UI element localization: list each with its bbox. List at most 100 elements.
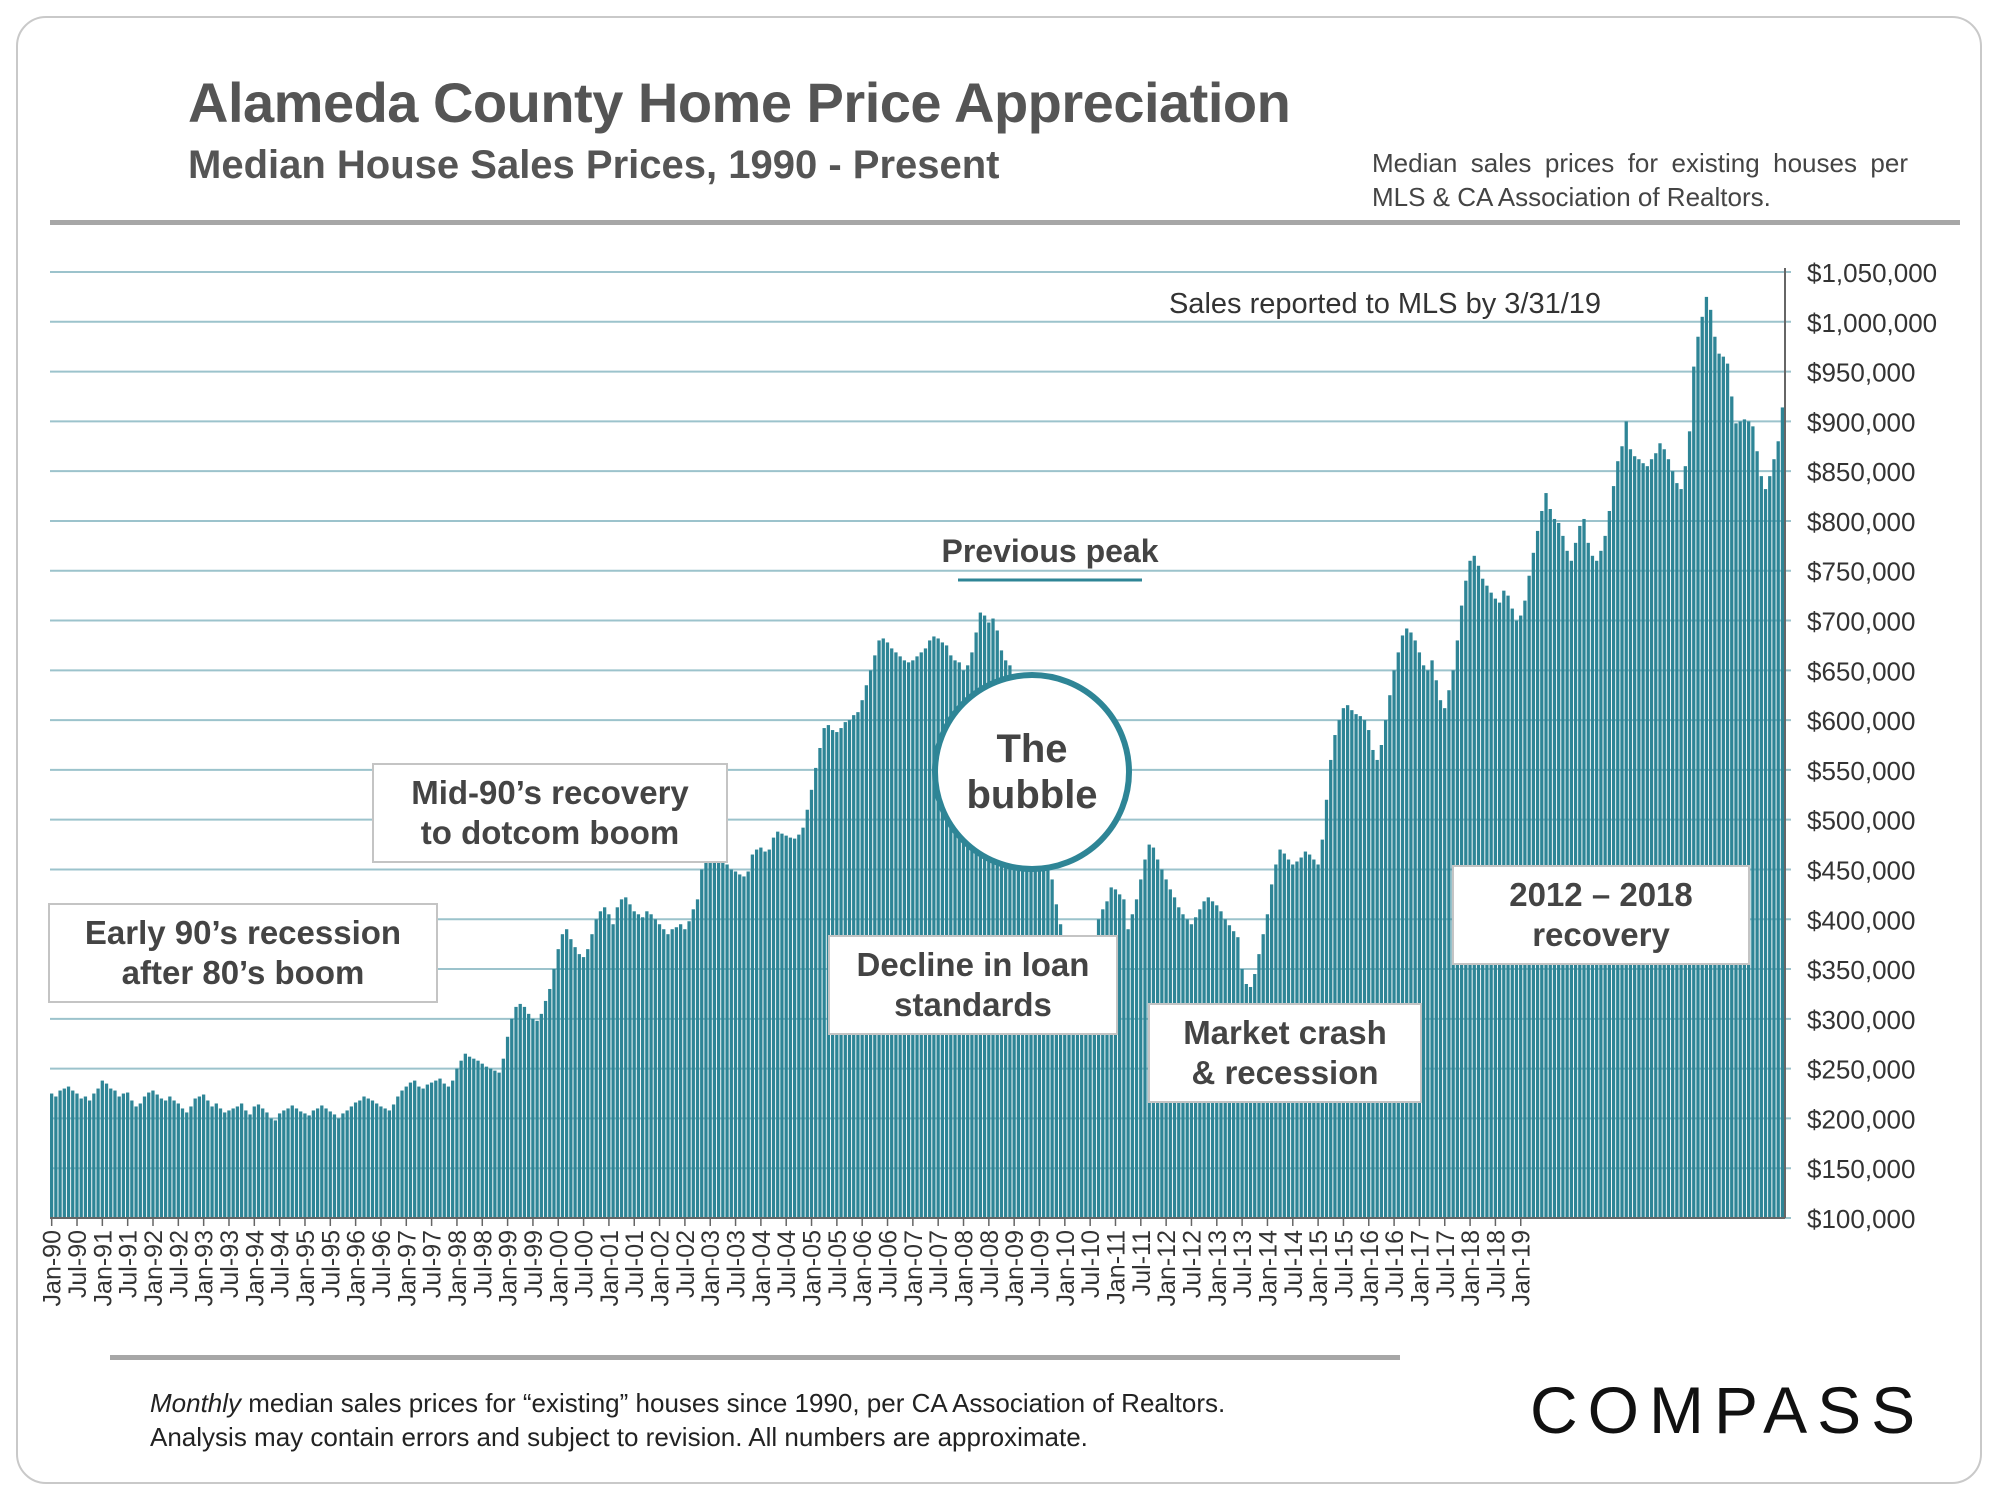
y-tick-label: $800,000: [1807, 507, 1915, 537]
bar: [670, 929, 674, 1218]
x-tick-label: Jan-05: [799, 1230, 827, 1306]
x-tick-label: Jan-02: [647, 1230, 675, 1306]
y-tick-label: $300,000: [1807, 1005, 1915, 1035]
bar: [991, 618, 995, 1218]
x-tick-label: Jul-92: [165, 1230, 193, 1298]
bar: [539, 1013, 543, 1218]
bar: [1658, 443, 1662, 1218]
bar: [514, 1006, 518, 1218]
bar: [1426, 670, 1430, 1218]
x-tick-label: Jan-98: [444, 1230, 472, 1306]
bar: [472, 1058, 476, 1218]
bar: [535, 1020, 539, 1218]
bar: [700, 869, 704, 1218]
bar: [1075, 988, 1080, 1218]
bar: [1400, 635, 1405, 1218]
bar: [1139, 879, 1143, 1218]
bar: [1409, 632, 1413, 1218]
bar: [1704, 296, 1709, 1218]
bar: [818, 747, 822, 1218]
bar: [1345, 705, 1350, 1218]
bar: [1713, 336, 1717, 1219]
bar: [1721, 356, 1725, 1218]
x-tick-label: Jan-03: [697, 1230, 725, 1306]
bar: [1421, 665, 1426, 1218]
bar: [130, 1100, 134, 1218]
bar: [598, 911, 603, 1218]
footnote-line1: median sales prices for “existing” house…: [241, 1388, 1226, 1418]
bar: [1113, 889, 1118, 1218]
bar: [476, 1060, 480, 1218]
y-tick-label: $150,000: [1807, 1154, 1915, 1184]
bar: [71, 1090, 75, 1218]
bar: [92, 1093, 96, 1218]
bar: [1333, 735, 1337, 1218]
bar: [484, 1066, 489, 1218]
x-tick-label: Jul-98: [469, 1230, 497, 1298]
bar: [928, 640, 932, 1218]
bar: [459, 1060, 463, 1218]
bar: [100, 1080, 104, 1218]
bar: [746, 871, 750, 1218]
x-tick-label: Jan-95: [292, 1230, 320, 1306]
bar: [366, 1098, 370, 1218]
bar: [1350, 710, 1354, 1218]
bar: [463, 1053, 467, 1218]
bar: [109, 1088, 113, 1218]
bar: [1354, 714, 1358, 1218]
bar: [548, 988, 552, 1218]
bar: [763, 851, 767, 1218]
x-tick-label: Jul-09: [1027, 1230, 1055, 1298]
bar: [738, 874, 742, 1218]
x-tick-label: Jul-14: [1280, 1230, 1308, 1298]
bar: [510, 1018, 514, 1218]
bar: [1687, 431, 1692, 1219]
bar: [1700, 316, 1704, 1218]
bar: [1641, 463, 1645, 1218]
bar: [1725, 363, 1730, 1218]
x-tick-label: Jan-15: [1305, 1230, 1333, 1306]
bar: [417, 1086, 421, 1218]
bar: [337, 1118, 341, 1218]
x-tick-label: Jul-93: [216, 1230, 244, 1298]
x-tick-label: Jul-12: [1179, 1230, 1207, 1298]
bar: [269, 1118, 273, 1218]
bar: [1067, 964, 1071, 1218]
bar: [1134, 899, 1139, 1218]
bar: [104, 1083, 109, 1218]
bar: [197, 1096, 202, 1218]
bar: [1341, 708, 1346, 1218]
bar: [624, 897, 628, 1218]
bar: [531, 1018, 535, 1218]
bar: [505, 1036, 510, 1218]
bar: [691, 909, 695, 1218]
bar: [1434, 680, 1438, 1218]
x-tick-label: Jul-08: [976, 1230, 1004, 1298]
bar: [1611, 486, 1616, 1219]
bar: [560, 934, 565, 1218]
bar: [1383, 720, 1388, 1218]
bar: [489, 1068, 493, 1218]
bar: [290, 1105, 294, 1218]
bar: [1088, 959, 1092, 1218]
bar: [1730, 396, 1734, 1219]
bar: [721, 861, 725, 1218]
bar: [1405, 628, 1409, 1218]
bar: [657, 924, 662, 1218]
bar: [218, 1108, 223, 1218]
bar: [662, 929, 666, 1218]
y-tick-label: $950,000: [1807, 358, 1915, 388]
bar: [1101, 909, 1105, 1218]
bar: [683, 929, 687, 1218]
x-tick-label: Jan-96: [343, 1230, 371, 1306]
x-tick-label: Jan-17: [1406, 1230, 1434, 1306]
bar: [586, 949, 590, 1218]
x-tick-label: Jul-05: [824, 1230, 852, 1298]
y-tick-label: $900,000: [1807, 407, 1915, 437]
y-tick-label: $750,000: [1807, 557, 1915, 587]
bar: [932, 636, 936, 1218]
bar: [79, 1098, 83, 1218]
bar: [556, 949, 560, 1218]
x-tick-label: Jul-91: [115, 1230, 143, 1298]
bar: [581, 957, 586, 1218]
